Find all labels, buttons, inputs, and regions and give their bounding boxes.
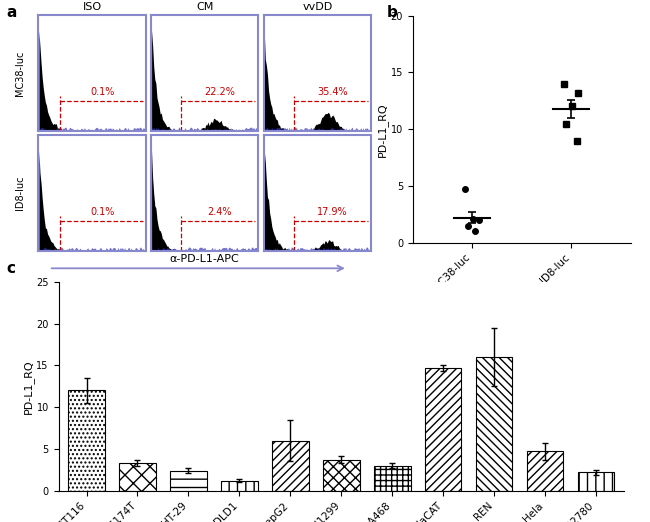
Y-axis label: PD-L1_RQ: PD-L1_RQ bbox=[377, 102, 388, 157]
Text: 2.4%: 2.4% bbox=[207, 207, 232, 217]
Bar bbox=[476, 357, 512, 491]
Bar bbox=[578, 472, 614, 491]
Bar bbox=[323, 460, 359, 491]
Text: 17.9%: 17.9% bbox=[317, 207, 348, 217]
Bar bbox=[119, 463, 156, 491]
Bar bbox=[374, 466, 411, 491]
Text: b: b bbox=[387, 5, 398, 20]
Text: 35.4%: 35.4% bbox=[317, 87, 348, 97]
Text: c: c bbox=[6, 261, 16, 276]
Text: ID8-luc: ID8-luc bbox=[16, 176, 25, 210]
Y-axis label: PD-L1_RQ: PD-L1_RQ bbox=[23, 359, 34, 413]
Bar bbox=[425, 368, 462, 491]
Text: MC38-luc: MC38-luc bbox=[16, 51, 25, 96]
Text: ISO: ISO bbox=[83, 2, 101, 11]
Bar bbox=[526, 452, 564, 491]
Text: vvDD: vvDD bbox=[302, 2, 333, 11]
Text: 0.1%: 0.1% bbox=[90, 207, 115, 217]
Text: a: a bbox=[6, 5, 17, 20]
Bar bbox=[221, 481, 257, 491]
Text: 0.1%: 0.1% bbox=[90, 87, 115, 97]
Bar bbox=[68, 390, 105, 491]
Bar bbox=[272, 441, 309, 491]
Text: CM: CM bbox=[196, 2, 213, 11]
Bar bbox=[170, 471, 207, 491]
Text: α-PD-L1-APC: α-PD-L1-APC bbox=[170, 254, 240, 264]
Text: 22.2%: 22.2% bbox=[204, 87, 235, 97]
